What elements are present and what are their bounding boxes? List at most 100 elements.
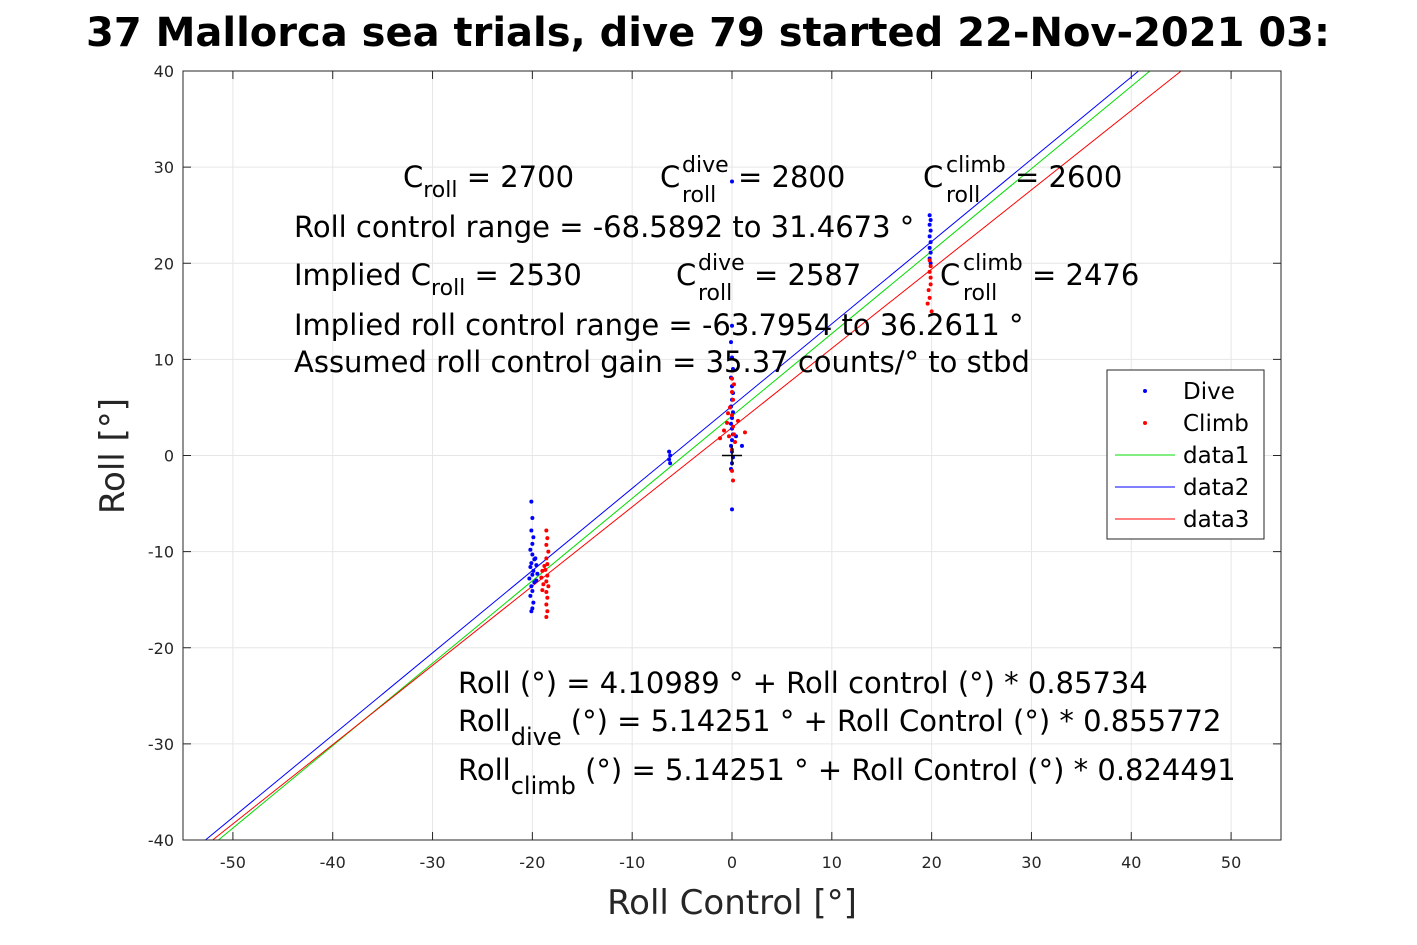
x-tick-label: -40 (320, 853, 346, 872)
x-tick-label: 0 (727, 853, 737, 872)
point-dive (529, 561, 534, 566)
y-tick-label: 10 (154, 350, 174, 369)
point-dive (730, 323, 734, 328)
x-tick-label: 20 (921, 853, 941, 872)
point-climb (927, 258, 932, 263)
y-tick-label: -10 (148, 543, 174, 562)
point-dive (729, 421, 734, 426)
point-climb (730, 478, 735, 483)
annot-fit-dive: Rolldive (°) = 5.14251 ° + Roll Control … (458, 704, 1221, 751)
point-climb (546, 549, 551, 554)
point-climb (544, 542, 549, 547)
plot-frame (182, 70, 1282, 841)
x-tick-label: -30 (419, 853, 445, 872)
point-climb (929, 309, 934, 314)
point-dive (730, 507, 734, 512)
point-dive (528, 593, 533, 598)
annot-implied-range: Implied roll control range = -63.7954 to… (294, 308, 1024, 342)
point-climb (545, 573, 550, 578)
point-dive (668, 453, 673, 458)
y-tick-label: 30 (154, 158, 174, 177)
point-dive (531, 600, 536, 605)
point-dive (730, 416, 734, 421)
fit-line-data3 (212, 70, 1182, 841)
point-climb (540, 568, 545, 573)
x-tick-label: 30 (1021, 853, 1041, 872)
point-climb (928, 264, 933, 269)
point-climb (926, 288, 931, 293)
point-dive (739, 443, 744, 448)
annot-c-climb: C climb roll = 2600 (923, 145, 1122, 209)
point-climb (544, 614, 549, 619)
point-dive (531, 535, 536, 540)
point-climb (730, 413, 734, 418)
y-tick-label: -30 (148, 735, 174, 754)
point-climb (545, 562, 550, 567)
point-dive (928, 250, 933, 255)
point-climb (928, 282, 933, 287)
point-climb (731, 382, 736, 387)
point-climb (731, 432, 736, 437)
annot-fit-climb: Rollclimb (°) = 5.14251 ° + Roll Control… (458, 753, 1236, 800)
point-dive (529, 584, 534, 589)
point-climb (730, 424, 735, 429)
point-climb (718, 436, 723, 441)
legend: Dive Climb data1 data2 data3 (1106, 369, 1265, 540)
annot-c-roll: Croll = 2700 (403, 160, 574, 203)
point-climb (545, 536, 550, 541)
data-points (527, 179, 934, 619)
point-dive (730, 179, 734, 184)
point-dive (927, 234, 932, 239)
point-dive (529, 609, 534, 614)
point-dive (730, 355, 734, 360)
point-climb (541, 582, 546, 587)
legend-marker-climb (1143, 421, 1147, 425)
point-dive (534, 563, 539, 568)
legend-label-data3: data3 (1183, 507, 1249, 533)
point-dive (730, 366, 735, 371)
point-dive (668, 461, 673, 466)
legend-label-data1: data1 (1183, 443, 1249, 469)
x-tick-label: 40 (1121, 853, 1141, 872)
x-tick-label: 50 (1221, 853, 1241, 872)
point-dive (529, 499, 534, 504)
point-climb (730, 397, 735, 402)
point-dive (530, 541, 535, 546)
point-climb (727, 434, 732, 439)
point-dive (927, 213, 932, 218)
annot-c-dive: C dive roll = 2800 (660, 145, 845, 209)
annot-gain: Assumed roll control gain = 35.37 counts… (294, 345, 1030, 379)
x-axis-label: Roll Control [°] (607, 883, 857, 923)
y-tick-label: -20 (148, 639, 174, 658)
point-climb (545, 595, 550, 600)
point-climb (742, 430, 747, 435)
point-climb (735, 418, 740, 423)
point-climb (544, 602, 549, 607)
point-climb (544, 579, 549, 584)
point-climb (726, 411, 731, 416)
point-climb (927, 295, 932, 300)
point-climb (732, 440, 737, 445)
point-climb (722, 428, 727, 433)
point-climb (928, 275, 933, 280)
y-tick-label: 20 (154, 254, 174, 273)
annot-implied-c-roll: Implied Croll = 2530 (294, 258, 582, 301)
point-dive (533, 556, 538, 561)
point-climb (545, 609, 550, 614)
point-climb (730, 390, 734, 395)
point-climb (730, 376, 734, 381)
point-climb (544, 528, 549, 533)
point-dive (928, 228, 933, 233)
annot-implied-c-dive: C dive roll = 2587 (676, 243, 861, 307)
y-tick-label: 40 (154, 62, 174, 81)
point-dive (530, 552, 535, 557)
point-climb (544, 556, 549, 561)
legend-marker-dive (1143, 389, 1147, 393)
point-dive (529, 528, 534, 533)
legend-label-dive: Dive (1183, 379, 1235, 405)
x-tick-label: -10 (619, 853, 645, 872)
y-axis-label: Roll [°] (93, 398, 133, 514)
point-dive (729, 340, 734, 345)
annot-roll-control-range: Roll control range = -68.5892 to 31.4673… (294, 210, 914, 244)
